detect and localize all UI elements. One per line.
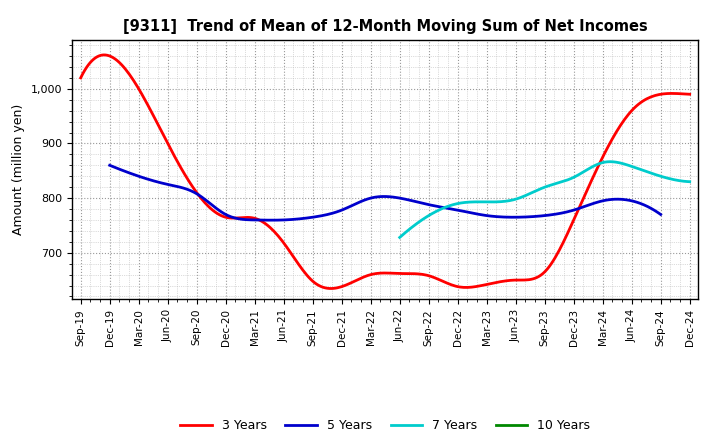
Title: [9311]  Trend of Mean of 12-Month Moving Sum of Net Incomes: [9311] Trend of Mean of 12-Month Moving … <box>123 19 647 34</box>
Y-axis label: Amount (million yen): Amount (million yen) <box>12 104 25 235</box>
Legend: 3 Years, 5 Years, 7 Years, 10 Years: 3 Years, 5 Years, 7 Years, 10 Years <box>176 414 595 437</box>
